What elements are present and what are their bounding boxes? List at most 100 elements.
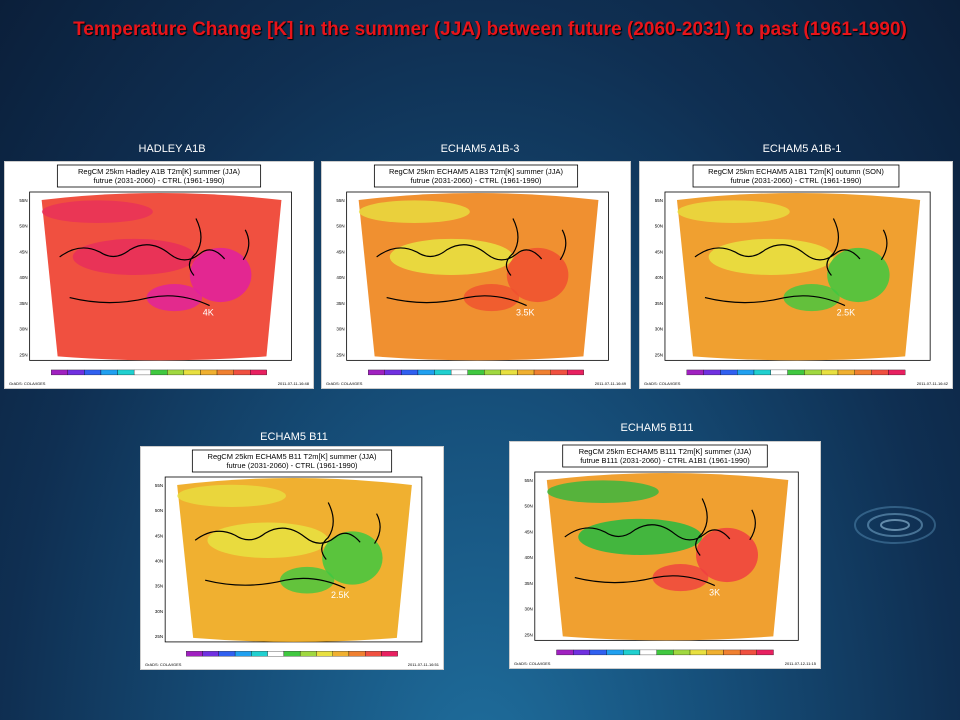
colorbar-segment [251, 651, 268, 657]
lat-tick-label: 45N [655, 249, 663, 254]
footer-left: GrADS: COLA/IGES [326, 381, 363, 386]
map-figure: RegCM 25km ECHAM5 A1B3 T2m[K] summer (JJ… [326, 164, 627, 386]
colorbar-segment [556, 649, 574, 656]
colorbar-segment [450, 369, 468, 376]
colorbar-segment [589, 649, 607, 656]
lat-tick-label: 50N [655, 224, 663, 229]
map-panel-echam5-a1b3: RegCM 25km ECHAM5 A1B3 T2m[K] summer (JJ… [322, 162, 630, 388]
colorbar-segment [821, 369, 839, 376]
map-header-line2: futrue (2031-2060) - CTRL (1961-1990) [730, 176, 862, 185]
footer-right: 2011-07-11-16:42 [917, 381, 949, 386]
colorbar-segment [467, 369, 485, 376]
lat-tick-label: 50N [19, 224, 27, 229]
colorbar-segment [871, 369, 889, 376]
colorbar-segment [84, 369, 102, 376]
map-header-line1: RegCM 25km ECHAM5 B111 T2m[K] summer (JJ… [579, 447, 752, 456]
lat-tick-label: 30N [155, 609, 163, 614]
footer-right: 2011-07-11-16:51 [408, 662, 440, 667]
colorbar-segment [787, 369, 805, 376]
map-figure: RegCM 25km ECHAM5 B11 T2m[K] summer (JJA… [145, 449, 440, 667]
colorbar-segment [573, 649, 591, 656]
lat-tick-label: 40N [655, 275, 663, 280]
colorbar-segment [854, 369, 872, 376]
colorbar-segment [888, 369, 906, 376]
map-panel-echam5-b11: RegCM 25km ECHAM5 B11 T2m[K] summer (JJA… [141, 447, 443, 669]
colorbar-segment [417, 369, 435, 376]
colorbar-segment [51, 369, 68, 376]
lat-tick-label: 45N [336, 249, 344, 254]
colorbar-segment [434, 369, 452, 376]
map-panel-echam5-b111: RegCM 25km ECHAM5 B111 T2m[K] summer (JJ… [510, 442, 820, 668]
colorbar-segment [500, 369, 518, 376]
colorbar-segment [533, 369, 551, 376]
colorbar-segment [283, 651, 301, 657]
lat-tick-label: 35N [155, 584, 163, 589]
lat-tick-label: 40N [336, 275, 344, 280]
max-change-annotation: 3.5K [516, 308, 535, 318]
footer-right: 2011-07-12-11:15 [785, 661, 817, 666]
lat-tick-label: 50N [336, 224, 344, 229]
lat-tick-label: 30N [19, 327, 27, 332]
colorbar-segment [689, 649, 707, 656]
colorbar-segment [567, 369, 584, 376]
map-figure: RegCM 25km ECHAM5 B111 T2m[K] summer (JJ… [514, 444, 817, 666]
colorbar-segment [703, 369, 721, 376]
colorbar-segment [606, 649, 624, 656]
lat-tick-label: 40N [525, 555, 533, 560]
map-header-line1: RegCM 25km ECHAM5 A1B3 T2m[K] summer (JJ… [389, 167, 564, 176]
map-header-line2: futrue B111 (2031-2060) - CTRL A1B1 (196… [580, 456, 750, 465]
panel-label-hadley-a1b: HADLEY A1B [138, 143, 206, 155]
colorbar-segment [550, 369, 568, 376]
lat-tick-label: 30N [655, 327, 663, 332]
map-header-line1: RegCM 25km Hadley A1B T2m[K] summer (JJA… [78, 167, 240, 176]
colorbar-segment [723, 649, 741, 656]
panel-label-echam5-a1b3: ECHAM5 A1B-3 [440, 143, 520, 155]
lat-tick-label: 25N [19, 352, 27, 357]
colorbar-segment [200, 369, 218, 376]
colorbar-segment [299, 651, 317, 657]
max-change-annotation: 3K [709, 588, 720, 598]
colorbar-segment [384, 369, 402, 376]
lat-tick-label: 55N [19, 198, 27, 203]
colorbar-segment [720, 369, 738, 376]
lat-tick-label: 55N [336, 198, 344, 203]
colorbar-segment [167, 369, 185, 376]
lat-tick-label: 40N [155, 558, 163, 563]
colorbar-segment [739, 649, 757, 656]
lat-tick-label: 55N [655, 198, 663, 203]
lat-tick-label: 50N [525, 504, 533, 509]
colorbar-segment [183, 369, 201, 376]
map-header-line2: futrue (2031-2060) - CTRL (1961-1990) [226, 461, 358, 470]
map-panel-echam5-a1b1: RegCM 25km ECHAM5 A1B1 T2m[K] outumn (SO… [640, 162, 952, 388]
colorbar-segment [216, 369, 234, 376]
panel-label-echam5-a1b1: ECHAM5 A1B-1 [762, 143, 842, 155]
footer-left: GrADS: COLA/IGES [644, 381, 681, 386]
colorbar-segment [756, 649, 774, 656]
colorbar-segment [753, 369, 771, 376]
panel-label-echam5-b111: ECHAM5 B111 [620, 422, 694, 434]
map-header-line1: RegCM 25km ECHAM5 A1B1 T2m[K] outumn (SO… [708, 167, 884, 176]
colorbar-segment [202, 651, 219, 657]
colorbar-segment [218, 651, 236, 657]
colorbar-segment [639, 649, 657, 656]
lat-tick-label: 35N [655, 301, 663, 306]
colorbar-segment [673, 649, 691, 656]
map-figure: RegCM 25km Hadley A1B T2m[K] summer (JJA… [9, 164, 310, 386]
lat-tick-label: 45N [155, 533, 163, 538]
map-header-line1: RegCM 25km ECHAM5 B11 T2m[K] summer (JJA… [208, 452, 377, 461]
panel-label-echam5-b11: ECHAM5 B11 [260, 431, 328, 443]
colorbar-segment [117, 369, 135, 376]
colorbar-segment [250, 369, 267, 376]
colorbar-segment [186, 651, 203, 657]
map-figure: RegCM 25km ECHAM5 A1B1 T2m[K] outumn (SO… [644, 164, 949, 386]
lat-tick-label: 30N [525, 607, 533, 612]
water-ripple-decoration [854, 506, 936, 544]
map-panel-hadley-a1b: RegCM 25km Hadley A1B T2m[K] summer (JJA… [5, 162, 313, 388]
lat-tick-label: 45N [525, 529, 533, 534]
lat-tick-label: 50N [155, 508, 163, 513]
lat-tick-label: 35N [19, 301, 27, 306]
colorbar-segment [517, 369, 535, 376]
lat-tick-label: 35N [336, 301, 344, 306]
colorbar-segment [804, 369, 822, 376]
map-header-line2: futrue (2031-2060) - CTRL (1961-1990) [410, 176, 542, 185]
